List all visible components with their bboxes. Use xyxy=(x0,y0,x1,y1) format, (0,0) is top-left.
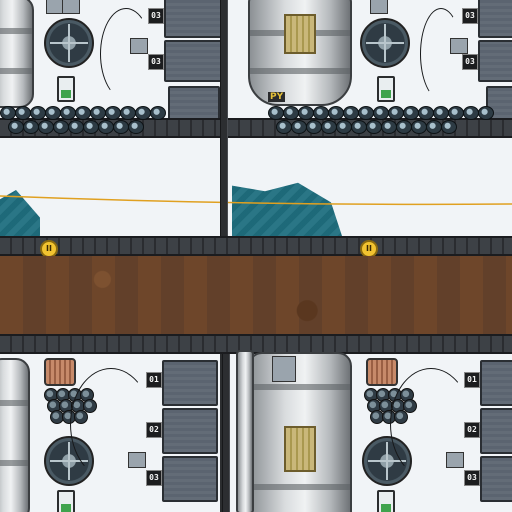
cargo-cart xyxy=(441,120,457,134)
crate xyxy=(446,452,464,468)
cable xyxy=(390,368,472,480)
building xyxy=(480,360,512,406)
building xyxy=(162,408,218,454)
battery-icon xyxy=(377,76,395,102)
cargo-cart xyxy=(128,120,144,134)
building xyxy=(162,360,218,406)
cable-spool xyxy=(44,358,76,386)
building-number: 03 xyxy=(462,54,478,70)
building-number: 01 xyxy=(464,372,480,388)
cargo-cart xyxy=(478,106,494,120)
tank-hatch-top xyxy=(284,14,316,54)
building xyxy=(478,0,512,38)
cable xyxy=(70,368,152,480)
battery-icon xyxy=(57,490,75,512)
building-number: 03 xyxy=(462,8,478,24)
compass-wheel-icon xyxy=(44,18,94,68)
building xyxy=(162,456,218,502)
battery-icon xyxy=(377,490,395,512)
water-pool-right xyxy=(232,182,342,236)
building-number: 03 xyxy=(148,8,164,24)
battery-icon xyxy=(57,76,75,102)
tank-hatch-bottom xyxy=(284,426,316,472)
building xyxy=(480,408,512,454)
tank-sign: PY xyxy=(268,92,286,102)
building-number: 03 xyxy=(146,470,162,486)
building-number: 03 xyxy=(464,470,480,486)
cable xyxy=(100,8,152,100)
dirt-road xyxy=(0,256,512,334)
divider-vertical-bottom xyxy=(222,334,230,512)
building-number: 01 xyxy=(146,372,162,388)
hatch-cap xyxy=(272,356,296,382)
building xyxy=(478,40,512,82)
cargo-cart xyxy=(150,106,166,120)
fuel-tank-edge xyxy=(236,350,254,512)
building xyxy=(164,40,222,82)
building xyxy=(168,86,220,120)
crate xyxy=(370,0,388,14)
crate xyxy=(128,452,146,468)
cable xyxy=(420,8,462,100)
crate xyxy=(62,0,80,14)
cable-spool xyxy=(366,358,398,386)
rail-upper xyxy=(0,236,512,256)
fuel-tank-bottom-left xyxy=(0,358,30,512)
divider-vertical-top xyxy=(220,0,228,256)
building xyxy=(164,0,222,38)
compass-wheel-icon xyxy=(360,18,410,68)
building xyxy=(480,456,512,502)
rail-lower xyxy=(0,334,512,354)
